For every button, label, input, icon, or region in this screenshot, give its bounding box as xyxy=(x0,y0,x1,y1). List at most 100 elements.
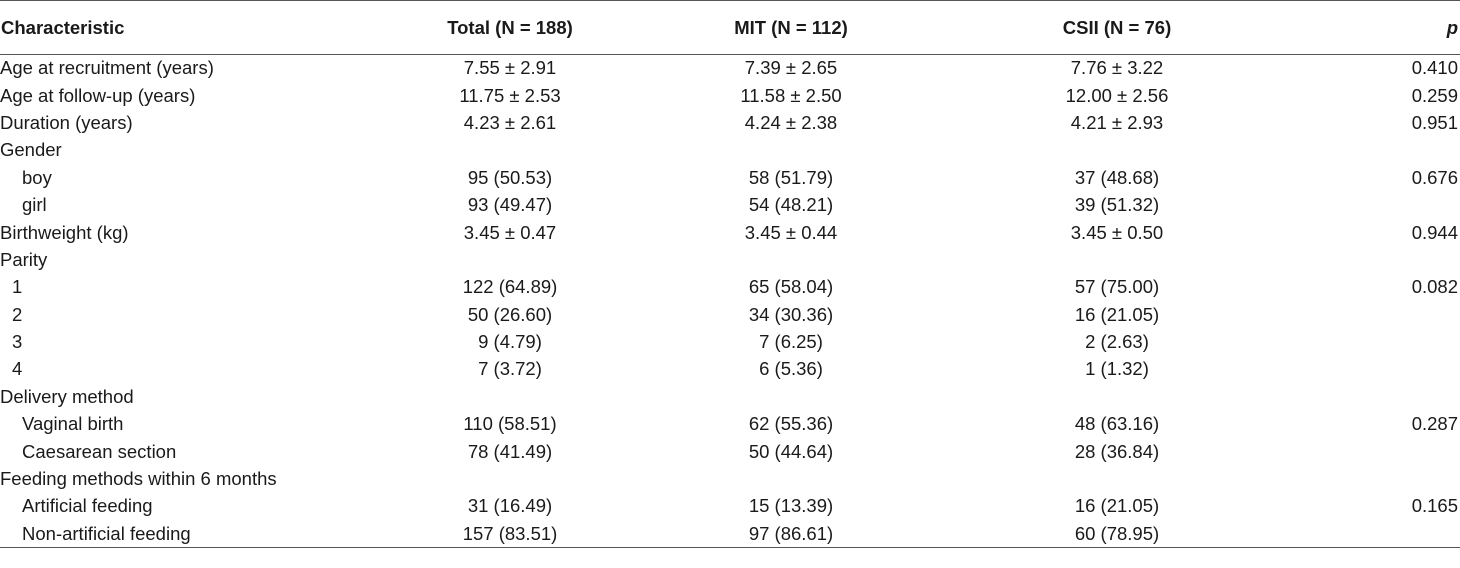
table-row: Artificial feeding 31 (16.49) 15 (13.39) 16… xyxy=(0,493,1460,520)
table-row: Vaginal birth 110 (58.51) 62 (55.36) 48 (63… xyxy=(0,411,1460,438)
cell-csii: 12.00 ± 2.56 xyxy=(1065,84,1169,106)
cell-csii xyxy=(932,465,1302,492)
table-row: Birthweight (kg) 3.45 ± 0.47 3.45 ± 0.44 3.… xyxy=(0,219,1460,246)
row-label: Feeding methods within 6 months xyxy=(0,468,277,490)
cell-csii: 4.21 ± 2.93 xyxy=(1070,111,1164,133)
cell-total: 4.23 ± 2.61 xyxy=(463,111,557,133)
cell-total: 31 (16.49) xyxy=(467,495,553,517)
row-label: 2 xyxy=(12,303,23,325)
cell-csii: 28 (36.84) xyxy=(1074,440,1160,462)
table-row: 3 9 (4.79) 7 (6.25) 2 (2.63) xyxy=(0,328,1460,355)
cell-mit: 34 (30.36) xyxy=(748,303,834,325)
cell-total xyxy=(370,246,650,273)
cell-total xyxy=(370,383,650,410)
table-row: Age at recruitment (years) 7.55 ± 2.91 7.3… xyxy=(0,55,1460,82)
cell-p-value xyxy=(1302,191,1460,218)
cell-total: 122 (64.89) xyxy=(462,276,558,298)
cell-total: 95 (50.53) xyxy=(467,166,553,188)
table-row: Age at follow-up (years) 11.75 ± 2.53 11.5… xyxy=(0,82,1460,109)
cell-csii: 2 (2.63) xyxy=(1085,331,1149,353)
cell-mit: 7.39 ± 2.65 xyxy=(744,57,838,79)
row-label: boy xyxy=(22,166,52,188)
cell-csii xyxy=(932,383,1302,410)
cell-mit: 6 (5.36) xyxy=(759,358,823,380)
cell-csii: 16 (21.05) xyxy=(1074,495,1160,517)
cell-p-value xyxy=(1302,246,1460,273)
cell-p-value: 0.082 xyxy=(1411,276,1458,298)
cell-p-value xyxy=(1302,137,1460,164)
cell-p-value xyxy=(1302,383,1460,410)
table-row: 4 7 (3.72) 6 (5.36) 1 (1.32) xyxy=(0,356,1460,383)
cell-total xyxy=(370,137,650,164)
cell-p-value xyxy=(1302,465,1460,492)
cell-p-value xyxy=(1302,328,1460,355)
cell-csii: 16 (21.05) xyxy=(1074,303,1160,325)
cell-csii xyxy=(932,137,1302,164)
cell-p-value: 0.944 xyxy=(1411,221,1458,243)
row-label: Duration (years) xyxy=(0,111,133,133)
row-label: Delivery method xyxy=(0,385,134,407)
table-row: Non-artificial feeding 157 (83.51) 97 (86.… xyxy=(0,520,1460,549)
cell-total: 78 (41.49) xyxy=(467,440,553,462)
header-characteristic: Characteristic xyxy=(0,0,370,55)
cell-mit: 65 (58.04) xyxy=(748,276,834,298)
cell-mit: 11.58 ± 2.50 xyxy=(740,84,842,106)
cell-mit xyxy=(650,137,932,164)
cell-p-value: 0.676 xyxy=(1411,166,1458,188)
cell-csii xyxy=(932,246,1302,273)
table-row: boy 95 (50.53) 58 (51.79) 37 (48.68) 0.676 xyxy=(0,164,1460,191)
table-row: 1 122 (64.89) 65 (58.04) 57 (75.00) 0.082 xyxy=(0,274,1460,301)
table-row: Caesarean section 78 (41.49) 50 (44.64) 28 … xyxy=(0,438,1460,465)
cell-csii: 39 (51.32) xyxy=(1074,194,1160,216)
cell-total: 110 (58.51) xyxy=(463,413,557,435)
cell-total: 11.75 ± 2.53 xyxy=(459,84,561,106)
cell-p-value: 0.287 xyxy=(1411,413,1458,435)
cell-p-value: 0.165 xyxy=(1411,495,1458,517)
header-mit: MIT (N = 112) xyxy=(650,0,932,55)
cell-total: 3.45 ± 0.47 xyxy=(463,221,557,243)
cell-mit xyxy=(650,383,932,410)
cell-p-value xyxy=(1302,301,1460,328)
cell-mit: 62 (55.36) xyxy=(748,413,834,435)
row-label: Gender xyxy=(0,139,62,161)
header-csii: CSII (N = 76) xyxy=(932,0,1302,55)
row-label: 1 xyxy=(12,276,23,298)
cell-mit xyxy=(650,465,932,492)
cell-csii: 60 (78.95) xyxy=(932,520,1302,549)
cell-p-value xyxy=(1302,520,1460,549)
cell-p-value: 0.410 xyxy=(1411,57,1458,79)
cell-csii: 57 (75.00) xyxy=(1074,276,1160,298)
cell-p-value xyxy=(1302,356,1460,383)
table-row: Parity xyxy=(0,246,1460,273)
table-row: Delivery method xyxy=(0,383,1460,410)
cell-total: 50 (26.60) xyxy=(467,303,553,325)
row-label: 3 xyxy=(12,331,23,353)
table-body: Age at recruitment (years) 7.55 ± 2.91 7.3… xyxy=(0,55,1460,549)
row-label: Age at follow-up (years) xyxy=(0,84,196,106)
cell-mit: 3.45 ± 0.44 xyxy=(744,221,838,243)
row-label: Vaginal birth xyxy=(22,413,124,435)
cell-p-value: 0.951 xyxy=(1411,111,1458,133)
cell-mit: 97 (86.61) xyxy=(650,520,932,549)
characteristics-table: Characteristic Total (N = 188) MIT (N = … xyxy=(0,0,1460,549)
table-row: Duration (years) 4.23 ± 2.61 4.24 ± 2.38 4.… xyxy=(0,109,1460,136)
cell-total: 157 (83.51) xyxy=(370,520,650,549)
table-row: Gender xyxy=(0,137,1460,164)
cell-mit: 15 (13.39) xyxy=(748,495,834,517)
cell-total: 7.55 ± 2.91 xyxy=(463,57,557,79)
header-row: Characteristic Total (N = 188) MIT (N = … xyxy=(0,0,1460,55)
table-row: 2 50 (26.60) 34 (30.36) 16 (21.05) xyxy=(0,301,1460,328)
cell-p-value xyxy=(1302,438,1460,465)
cell-total: 9 (4.79) xyxy=(478,331,542,353)
row-label: 4 xyxy=(12,358,23,380)
cell-mit: 50 (44.64) xyxy=(748,440,834,462)
cell-mit: 7 (6.25) xyxy=(759,331,823,353)
cell-csii: 37 (48.68) xyxy=(1074,166,1160,188)
row-label: Artificial feeding xyxy=(22,495,153,517)
cell-total xyxy=(370,465,650,492)
row-label: girl xyxy=(22,194,47,216)
cell-total: 7 (3.72) xyxy=(478,358,542,380)
cell-csii: 7.76 ± 3.22 xyxy=(1070,57,1164,79)
header-p-value: p xyxy=(1302,0,1460,55)
